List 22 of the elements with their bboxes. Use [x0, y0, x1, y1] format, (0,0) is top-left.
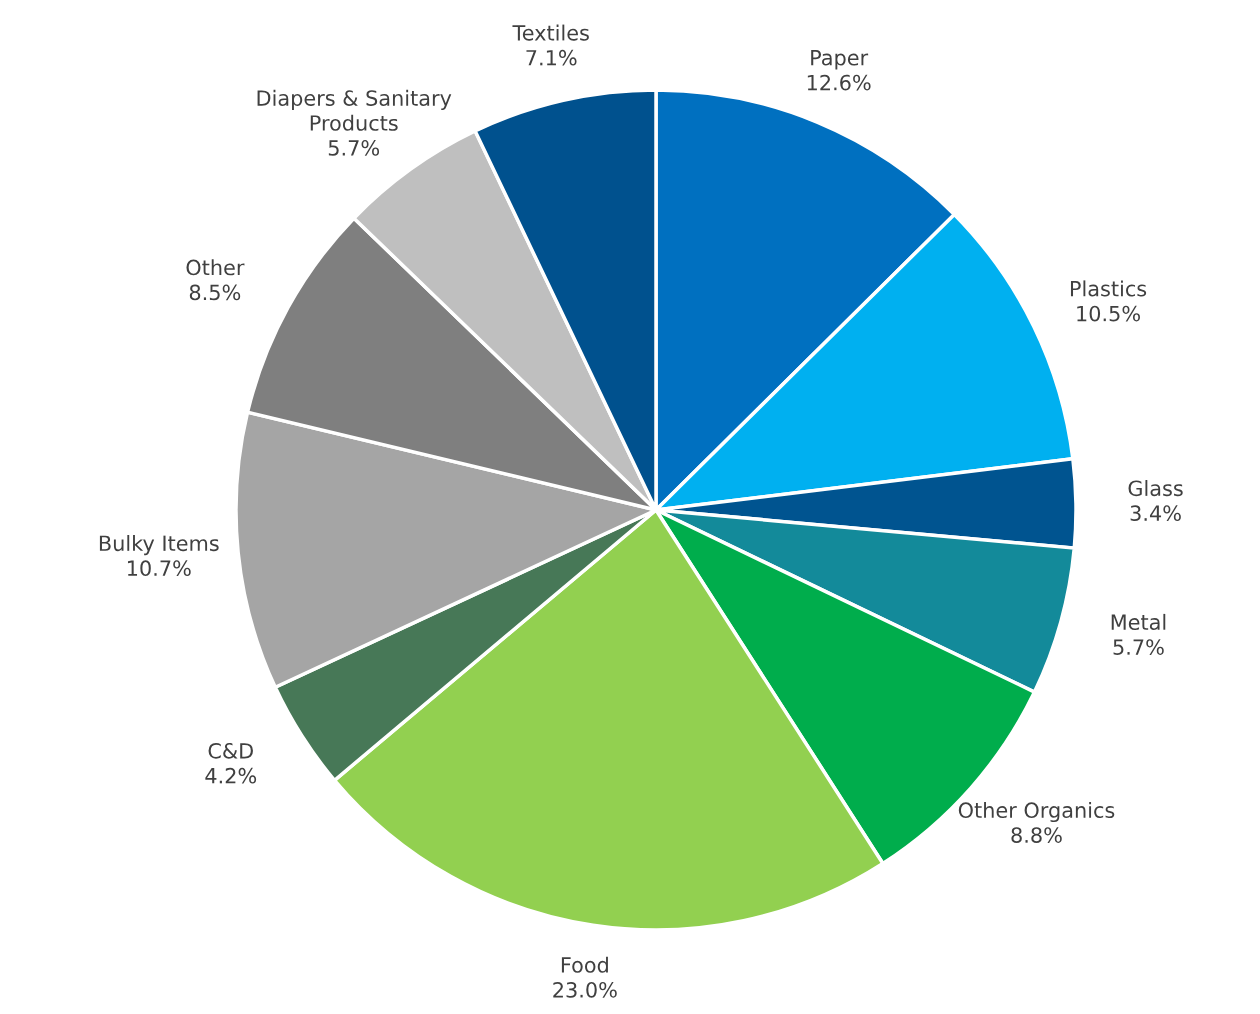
- slice-label: Glass: [1128, 480, 1183, 497]
- slice-label: Bulky Items: [99, 535, 219, 556]
- slice-label: C&D: [208, 742, 253, 759]
- data-label: 5.7%: [1113, 639, 1164, 655]
- slice-label: Food: [561, 956, 608, 973]
- slice-label: Other: [186, 259, 245, 276]
- data-label: 7.1%: [526, 49, 577, 66]
- data-label: 5.7%: [328, 140, 380, 156]
- data-label: 3.4%: [1130, 505, 1181, 522]
- data-label: 8.8%: [1011, 827, 1062, 843]
- slice-label: Other Organics: [958, 801, 1115, 823]
- data-label: 4.2%: [205, 767, 257, 784]
- data-label: 23.0%: [553, 981, 617, 998]
- slice-label: Paper: [811, 50, 869, 70]
- slice-label: Diapers & Sanitary Products: [257, 89, 452, 131]
- slice-label: Metal: [1111, 613, 1166, 631]
- slice-label: Textiles: [512, 24, 589, 41]
- data-label: 12.6%: [807, 74, 871, 91]
- data-label: 10.5%: [1077, 305, 1140, 322]
- slice-label: Plastics: [1070, 280, 1147, 297]
- data-label: 10.7%: [127, 560, 191, 577]
- data-label: 8.5%: [189, 284, 241, 301]
